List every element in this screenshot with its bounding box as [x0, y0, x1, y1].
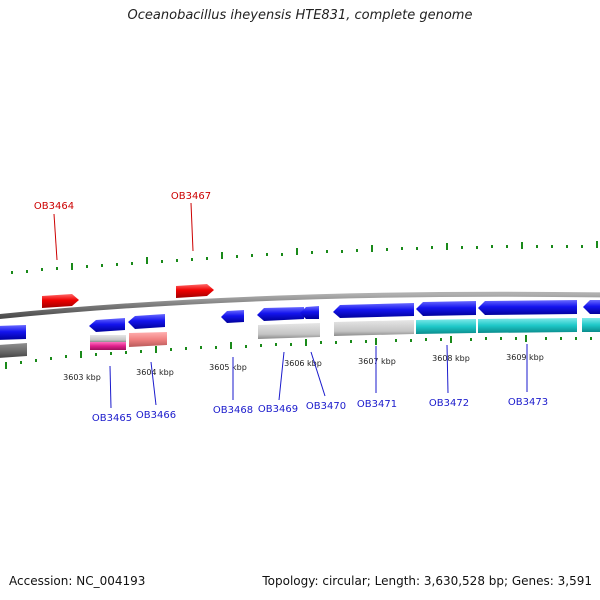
gene-OB3468[interactable]	[221, 310, 244, 323]
gene-OB3472[interactable]	[416, 301, 476, 316]
genome-backbone	[0, 291, 600, 320]
gene-label-OB3465[interactable]: OB3465	[92, 413, 132, 424]
inner-tick-row	[5, 335, 592, 369]
gene-label-OB3472[interactable]: OB3472	[429, 398, 469, 409]
gene-label-OB3469[interactable]: OB3469	[258, 404, 298, 415]
gene-OB3464[interactable]	[42, 294, 79, 308]
scale-label: 3606 kbp	[284, 359, 322, 368]
gene-label-OB3464[interactable]: OB3464	[34, 201, 74, 212]
gene-OB3470[interactable]	[300, 306, 319, 319]
outer-tick-row	[11, 241, 598, 274]
scale-label: 3607 kbp	[358, 357, 396, 366]
topology-text: Topology: circular; Length: 3,630,528 bp…	[262, 574, 592, 588]
reverse-leader-lines	[109, 344, 528, 409]
gene-label-OB3466[interactable]: OB3466	[136, 410, 176, 421]
gene-OB3467[interactable]	[176, 284, 214, 298]
gene-OB3465[interactable]	[89, 318, 125, 332]
gene-OB3473[interactable]	[478, 300, 577, 315]
gene-left-partial[interactable]	[0, 325, 26, 340]
accession-text: Accession: NC_004193	[9, 574, 146, 588]
scale-label: 3604 kbp	[136, 368, 174, 377]
gene-right-partial[interactable]	[583, 300, 600, 314]
scale-label: 3605 kbp	[209, 363, 247, 372]
gene-label-OB3467[interactable]: OB3467	[171, 191, 211, 202]
gene-label-OB3468[interactable]: OB3468	[213, 405, 253, 416]
gene-label-OB3470[interactable]: OB3470	[306, 401, 346, 412]
gene-OB3466[interactable]	[128, 314, 165, 329]
gene-OB3469[interactable]	[257, 307, 304, 321]
gene-label-OB3473[interactable]: OB3473	[508, 397, 548, 408]
forward-leader-lines	[53, 202, 194, 261]
scale-label: 3608 kbp	[432, 354, 470, 363]
genome-title: Oceanobacillus iheyensis HTE831, complet…	[127, 8, 473, 23]
gene-label-OB3471[interactable]: OB3471	[357, 399, 397, 410]
gene-OB3471[interactable]	[333, 303, 414, 318]
feature-track	[0, 318, 600, 358]
scale-label: 3609 kbp	[506, 353, 544, 362]
scale-label: 3603 kbp	[63, 373, 101, 382]
